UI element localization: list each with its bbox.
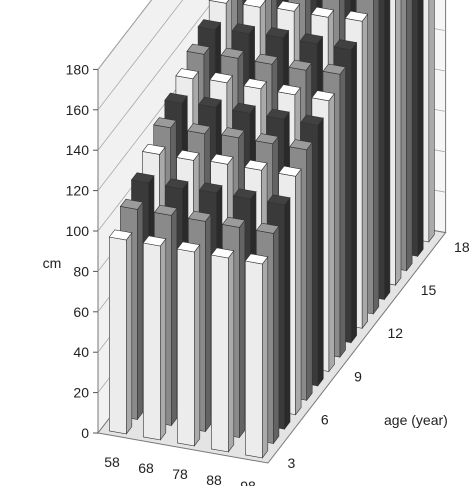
bar-88-age-3: [210, 247, 235, 453]
y-tick-label: 20: [73, 385, 89, 401]
y-tick-label: 180: [66, 61, 90, 77]
bar-58-age-3: [108, 229, 133, 435]
bar-78-age-3: [176, 241, 201, 447]
age-axis-label: age (year): [384, 412, 448, 428]
y-tick-label: 40: [73, 344, 89, 360]
age-tick-label: 18: [454, 239, 470, 255]
chart-bars: [108, 0, 435, 459]
y-tick-label: 0: [81, 425, 89, 441]
y-tick-label: 100: [66, 223, 90, 239]
y-tick-label: 120: [66, 183, 90, 199]
gridline: [97, 0, 184, 111]
y-tick-label: 140: [66, 142, 90, 158]
x-axis-ticks: 58 68 78 88 98: [104, 454, 256, 486]
age-tick-label: 15: [421, 282, 437, 298]
y-axis-ticks: 0 20 40 60 80 100 120 140 160 180: [66, 61, 98, 441]
y-axis-label: cm: [43, 255, 62, 271]
age-tick-label: 12: [387, 325, 403, 341]
y-tick-label: 160: [66, 102, 90, 118]
x-tick-label: 88: [206, 472, 222, 486]
age-tick-label: 9: [354, 368, 362, 384]
y-tick-label: 60: [73, 304, 89, 320]
bar-98-age-3: [244, 253, 269, 459]
x-tick-label: 98: [240, 478, 256, 486]
gridline: [97, 0, 246, 191]
bar-68-age-3: [142, 235, 167, 441]
age-axis-ticks: 3 6 9 12 15 18: [288, 239, 470, 471]
x-tick-label: 58: [104, 454, 120, 470]
age-tick-label: 6: [321, 412, 329, 428]
x-tick-label: 68: [138, 460, 154, 476]
x-tick-label: 78: [172, 466, 188, 482]
y-tick-label: 80: [73, 263, 89, 279]
age-tick-label: 3: [288, 455, 296, 471]
gridline: [97, 0, 215, 151]
